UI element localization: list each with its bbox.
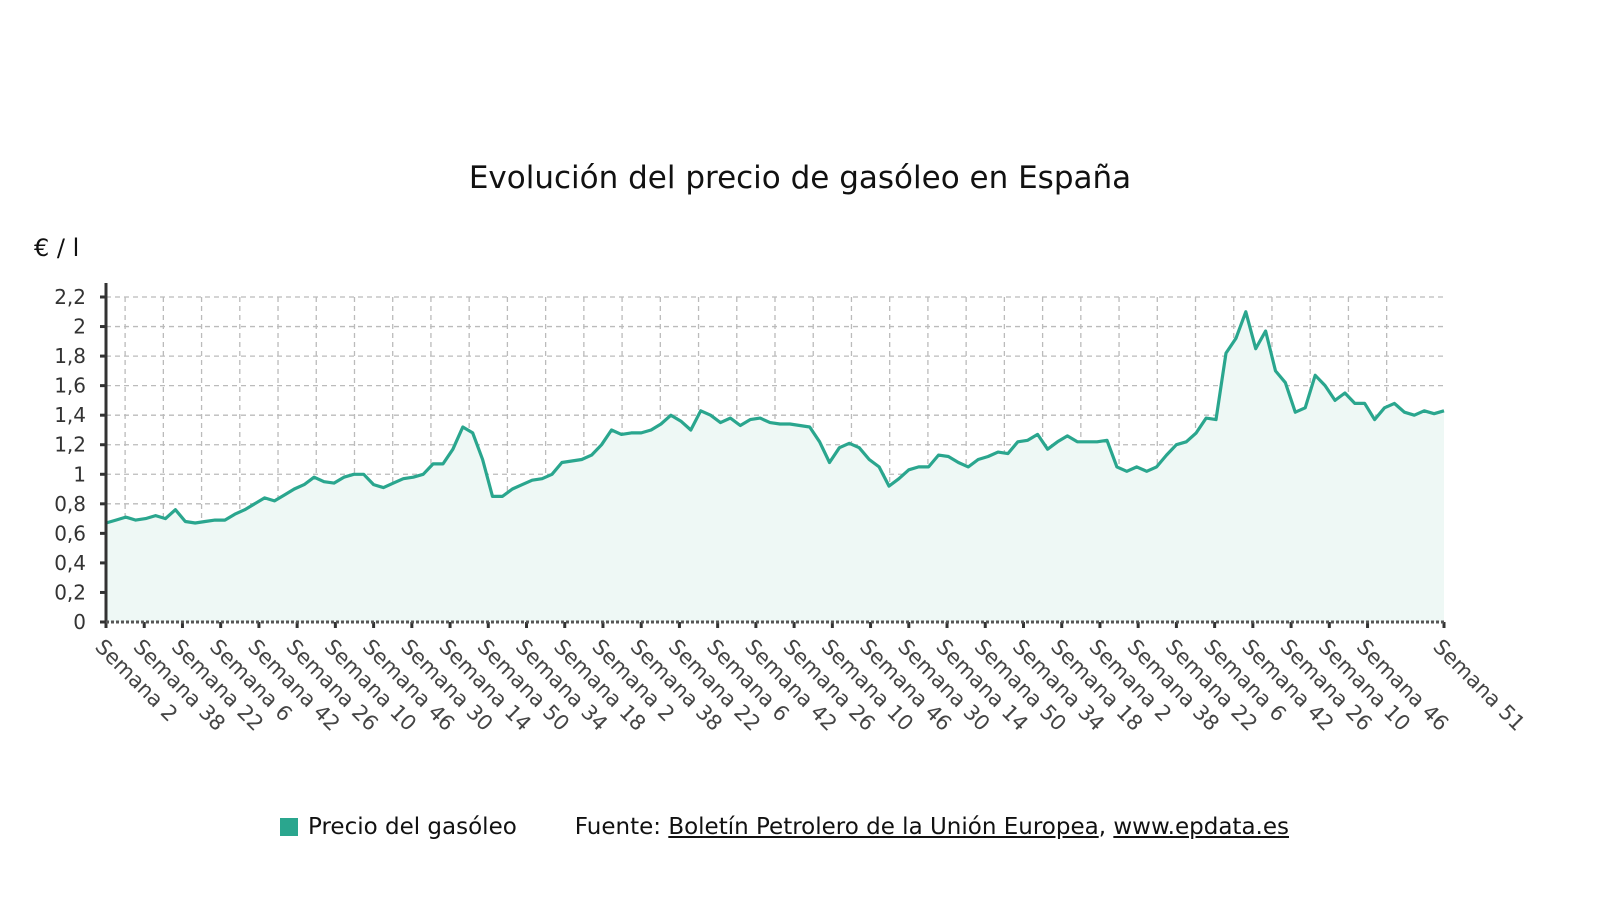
- source-link[interactable]: Boletín Petrolero de la Unión Europea: [668, 814, 1099, 840]
- y-tick-label: 0: [73, 610, 86, 634]
- y-tick-label: 0,4: [54, 551, 86, 575]
- footer: Precio del gasóleo Fuente: Boletín Petro…: [280, 814, 1289, 840]
- chart-title: Evolución del precio de gasóleo en Españ…: [468, 160, 1132, 196]
- y-tick-label: 2,2: [54, 285, 86, 309]
- legend-label: Precio del gasóleo: [308, 814, 517, 840]
- legend: Precio del gasóleo: [280, 814, 517, 840]
- y-tick-label: 1,4: [54, 403, 86, 427]
- series-line: [105, 310, 1445, 525]
- source-separator: ,: [1098, 814, 1107, 840]
- axes: [100, 283, 1446, 628]
- y-tick-label: 0,6: [54, 521, 86, 545]
- data-points: [105, 311, 1445, 524]
- source-prefix: Fuente:: [574, 814, 661, 840]
- y-tick-labels: 0 0,2 0,4 0,6 0,8 1 1,2 1,4 1,6 1,8 2 2,2: [54, 285, 86, 634]
- y-axis-label: € / l: [34, 234, 80, 262]
- y-tick-label: 2: [73, 315, 86, 339]
- y-tick-label: 1,8: [54, 344, 86, 368]
- y-tick-label: 1,2: [54, 433, 86, 457]
- legend-swatch: [280, 818, 298, 836]
- y-tick-label: 1,6: [54, 374, 86, 398]
- site-link[interactable]: www.epdata.es: [1113, 814, 1289, 840]
- y-tick-label: 0,8: [54, 492, 86, 516]
- series-area-fill: [106, 311, 1444, 622]
- y-tick-label: 0,2: [54, 580, 86, 604]
- y-tick-label: 1: [73, 462, 86, 486]
